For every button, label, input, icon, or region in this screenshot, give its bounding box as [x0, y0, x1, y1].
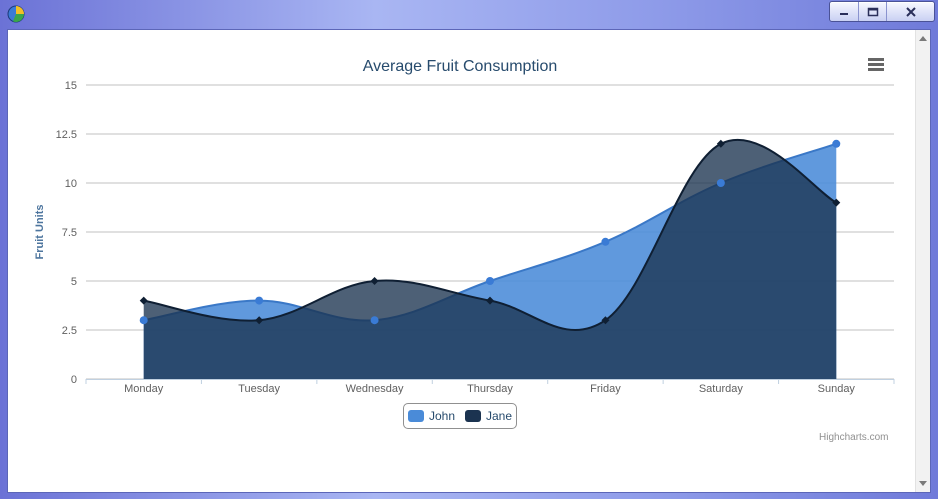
data-point-john[interactable] [139, 316, 148, 325]
x-tick-label: Saturday [699, 383, 744, 395]
menu-bar-icon [868, 63, 884, 66]
x-tick-label: Friday [590, 383, 621, 395]
maximize-button[interactable] [859, 2, 887, 21]
legend-label-john: John [428, 409, 455, 423]
close-button[interactable] [887, 2, 934, 21]
vertical-scrollbar[interactable] [915, 30, 930, 492]
y-tick-label: 12.5 [56, 129, 77, 141]
scroll-down-arrow-icon[interactable] [919, 481, 927, 486]
series-area-jane [143, 139, 837, 379]
y-tick-label: 10 [65, 178, 77, 190]
data-point-john[interactable] [832, 139, 841, 148]
y-tick-label: 5 [71, 276, 77, 288]
restore-icon [867, 7, 878, 16]
data-point-john[interactable] [370, 316, 379, 325]
data-point-john[interactable] [601, 237, 610, 246]
data-point-jane[interactable] [486, 296, 494, 305]
window-controls [829, 1, 935, 22]
minimize-icon [840, 12, 848, 15]
data-point-john[interactable] [486, 277, 494, 285]
pie-chart-app-icon [7, 5, 25, 23]
data-point-jane[interactable] [832, 198, 841, 207]
chart-legend: John Jane [403, 403, 517, 429]
title-bar[interactable] [0, 0, 938, 28]
y-axis-title: Fruit Units [34, 205, 46, 260]
legend-label-jane: Jane [486, 409, 513, 423]
data-point-john[interactable] [716, 179, 725, 187]
y-axis-ticks: 0 2.5 5 7.5 10 12.5 15 [56, 80, 77, 386]
data-point-john[interactable] [255, 296, 264, 305]
x-axis: Monday Tuesday Wednesday Thursday Friday Satu… [85, 379, 895, 395]
data-point-jane[interactable] [255, 316, 264, 325]
legend-item-jane[interactable]: Jane [465, 409, 512, 423]
close-icon [905, 6, 916, 17]
data-point-jane[interactable] [370, 277, 379, 285]
x-tick-label: Thursday [467, 383, 513, 395]
data-point-jane[interactable] [139, 296, 148, 305]
legend-item-john[interactable]: John [407, 409, 455, 423]
menu-bar-icon [868, 68, 884, 71]
y-tick-label: 7.5 [62, 227, 77, 239]
y-tick-label: 0 [71, 374, 77, 386]
data-point-jane[interactable] [716, 139, 725, 148]
scroll-up-arrow-icon[interactable] [919, 36, 927, 41]
legend-swatch-john [407, 410, 424, 422]
chart-title: Average Fruit Consumption [363, 58, 557, 75]
minimize-button[interactable] [830, 2, 859, 21]
credits-link[interactable]: Highcharts.com [819, 432, 889, 443]
chart-menu-button[interactable] [868, 58, 884, 74]
legend-swatch-jane [465, 410, 481, 422]
x-tick-label: Tuesday [238, 383, 280, 395]
data-point-jane[interactable] [601, 316, 610, 325]
y-tick-label: 15 [65, 80, 77, 92]
y-tick-label: 2.5 [62, 325, 77, 337]
x-tick-label: Monday [124, 383, 164, 395]
menu-bar-icon [868, 58, 884, 61]
series-layer [139, 138, 841, 379]
x-tick-label: Wednesday [346, 383, 404, 395]
x-tick-label: Sunday [818, 383, 856, 395]
